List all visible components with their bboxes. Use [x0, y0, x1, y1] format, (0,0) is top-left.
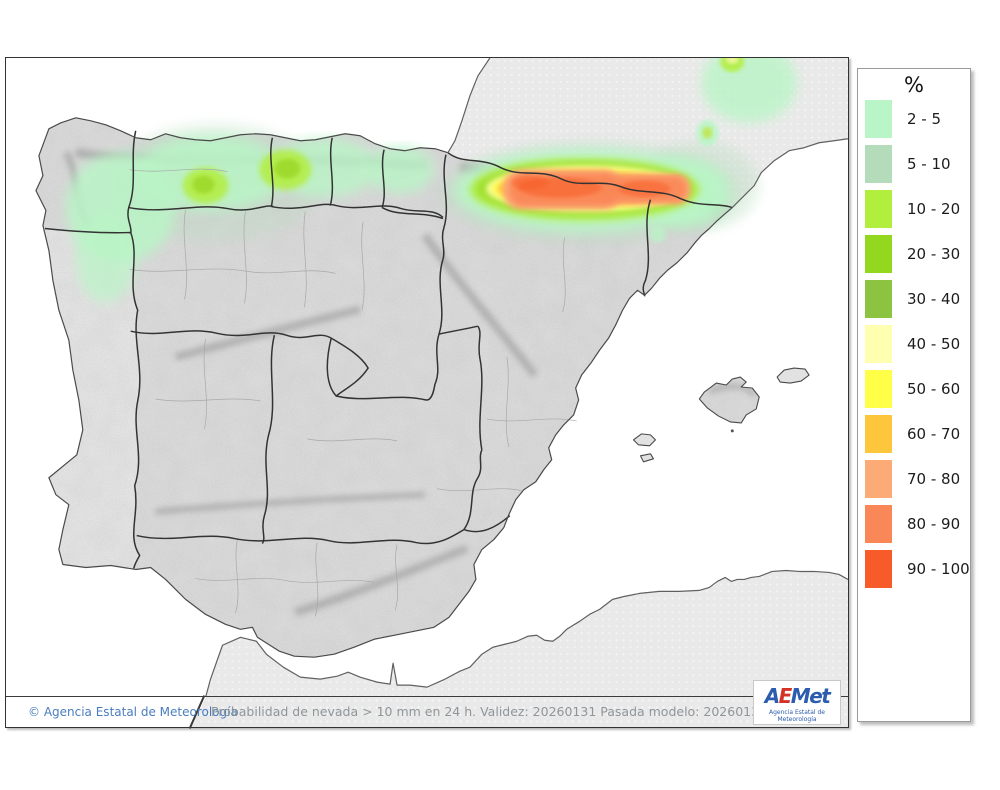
legend-swatch-60-70 — [865, 414, 892, 453]
aemet-logo: AEMet Agencia Estatal de Meteorología — [753, 680, 841, 725]
coastlines — [35, 58, 848, 727]
legend-row: 20 - 30 — [858, 231, 970, 276]
logo-letter-m: M — [790, 684, 811, 708]
aemet-logo-subtitle: Agencia Estatal de Meteorología — [768, 709, 825, 723]
legend-row: 2 - 5 — [858, 96, 970, 141]
legend-row: 50 - 60 — [858, 366, 970, 411]
legend-label: 30 - 40 — [907, 289, 961, 308]
legend-label: 70 - 80 — [907, 469, 961, 488]
legend-row: 40 - 50 — [858, 321, 970, 366]
legend-label: 10 - 20 — [907, 199, 961, 218]
copyright-text: © Agencia Estatal de Meteorología — [28, 705, 238, 719]
legend-row: 90 - 100 — [858, 546, 970, 591]
map-frame: © Agencia Estatal de Meteorología Probab… — [5, 57, 849, 729]
legend-swatch-20-30 — [865, 234, 892, 273]
legend-row: 80 - 90 — [858, 501, 970, 546]
small-island — [730, 429, 734, 433]
legend-swatch-5-10 — [865, 144, 892, 183]
region-borders — [44, 130, 733, 569]
probability-legend: % 2 - 5 5 - 10 10 - 20 20 - 30 30 - 40 4… — [857, 68, 971, 722]
legend-row: 60 - 70 — [858, 411, 970, 456]
legend-row: 30 - 40 — [858, 276, 970, 321]
legend-row: 10 - 20 — [858, 186, 970, 231]
legend-title: % — [904, 73, 924, 97]
legend-row: 70 - 80 — [858, 456, 970, 501]
probability-overlay — [65, 58, 798, 303]
caption-bar-gray-section — [191, 697, 848, 727]
legend-swatch-90-100 — [865, 549, 892, 588]
legend-label: 40 - 50 — [907, 334, 961, 353]
aemet-logo-word: AEMet — [754, 681, 840, 711]
legend-label: 80 - 90 — [907, 514, 961, 533]
legend-swatch-80-90 — [865, 504, 892, 543]
legend-swatch-50-60 — [865, 369, 892, 408]
legend-label: 5 - 10 — [907, 154, 951, 173]
logo-letter-e2: e — [809, 684, 823, 708]
legend-label: 50 - 60 — [907, 379, 961, 398]
legend-swatch-40-50 — [865, 324, 892, 363]
map-caption: Probabilidad de nevada > 10 mm en 24 h. … — [211, 704, 783, 719]
legend-label: 2 - 5 — [907, 109, 942, 128]
logo-letter-a: A — [764, 684, 780, 708]
legend-row: 5 - 10 — [858, 141, 970, 186]
iberia-map-canvas — [6, 58, 848, 727]
legend-label: 60 - 70 — [907, 424, 961, 443]
legend-label: 20 - 30 — [907, 244, 961, 263]
legend-swatch-10-20 — [865, 189, 892, 228]
legend-label: 90 - 100 — [907, 559, 970, 578]
legend-swatch-2-5 — [865, 99, 892, 138]
province-borders — [129, 168, 577, 617]
logo-letter-t: t — [821, 684, 831, 708]
legend-swatch-30-40 — [865, 279, 892, 318]
legend-swatch-70-80 — [865, 459, 892, 498]
logo-letter-e: E — [778, 684, 793, 708]
caption-bar: © Agencia Estatal de Meteorología Probab… — [6, 695, 848, 729]
